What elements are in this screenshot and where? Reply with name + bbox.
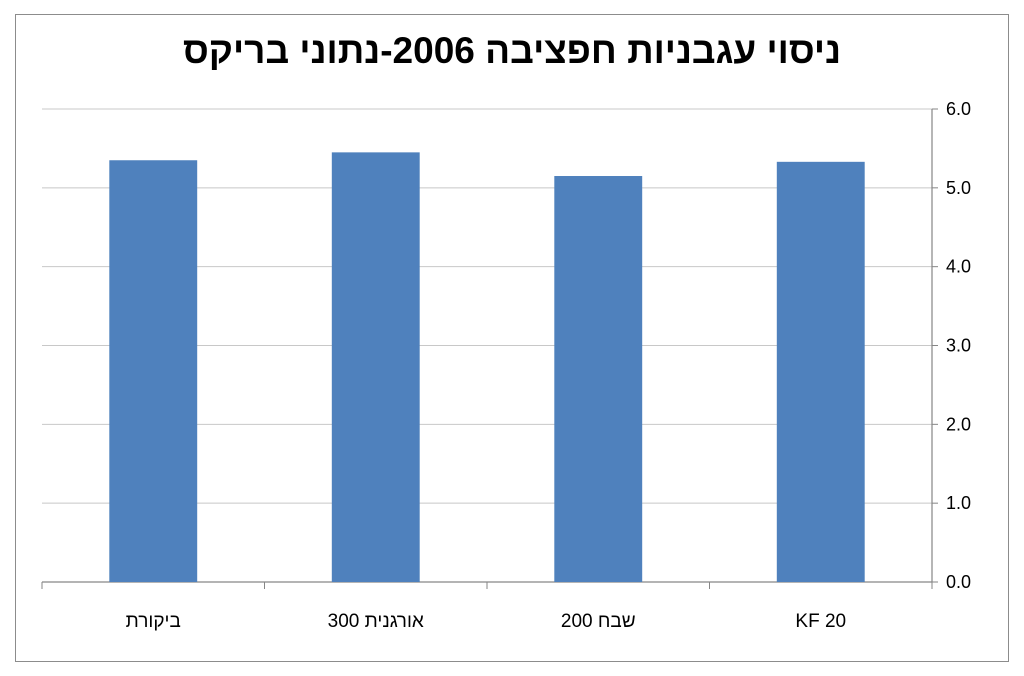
x-category-label: אורגנית 300 — [328, 611, 424, 632]
bar-2 — [331, 152, 420, 582]
x-category-label: שבח 200 — [561, 611, 636, 632]
bar-4 — [776, 161, 865, 582]
chart-title: ניסוי עגבניות חפציבה 2006-נתוני בריקס — [182, 30, 842, 71]
y-tick-label: 6.0 — [946, 99, 971, 119]
bar-1 — [109, 160, 198, 582]
y-tick-label: 4.0 — [946, 257, 971, 277]
y-tick-label: 1.0 — [946, 493, 971, 513]
y-tick-label: 2.0 — [946, 414, 971, 434]
x-category-label: KF 20 — [795, 611, 846, 632]
bar-3 — [554, 176, 643, 582]
y-tick-label: 0.0 — [946, 572, 971, 592]
y-tick-label: 5.0 — [946, 178, 971, 198]
y-tick-label: 3.0 — [946, 336, 971, 356]
x-category-label: ביקורת — [126, 611, 181, 632]
